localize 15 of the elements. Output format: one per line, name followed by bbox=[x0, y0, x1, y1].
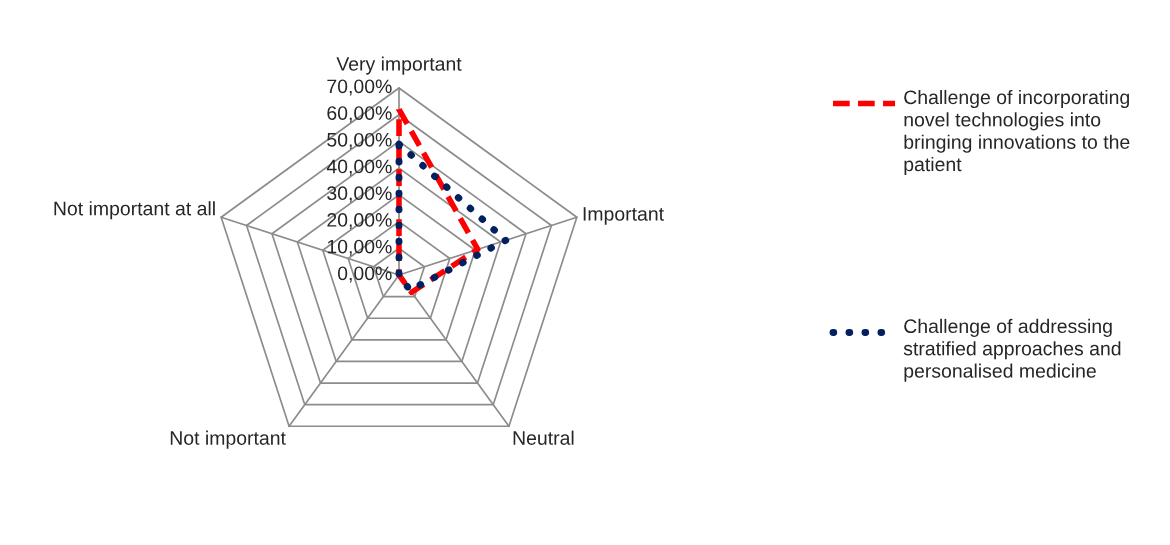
legend-label: Challenge of addressing stratified approaches and personalised medicine bbox=[903, 318, 1121, 382]
spoke-label: Not important at all bbox=[54, 201, 215, 220]
spoke-label: Very important bbox=[336, 56, 462, 75]
y-tick-label: 50,00% bbox=[327, 132, 392, 149]
legend-label: Challenge of incorporating novel technologies into bringing innovations to the patient bbox=[904, 89, 1130, 176]
spoke-label: Important bbox=[583, 207, 664, 225]
y-tick-label: 30,00% bbox=[327, 186, 392, 203]
spoke-label: Not important bbox=[170, 430, 286, 449]
y-tick-label: 20,00% bbox=[327, 213, 392, 230]
y-tick-label: 0,00% bbox=[337, 266, 392, 283]
spoke-label: Neutral bbox=[513, 430, 574, 445]
y-tick-label: 10,00% bbox=[327, 239, 392, 256]
y-tick-label: 70,00% bbox=[327, 79, 392, 96]
y-tick-label: 40,00% bbox=[326, 159, 392, 176]
y-tick-label: 60,00% bbox=[327, 106, 392, 123]
